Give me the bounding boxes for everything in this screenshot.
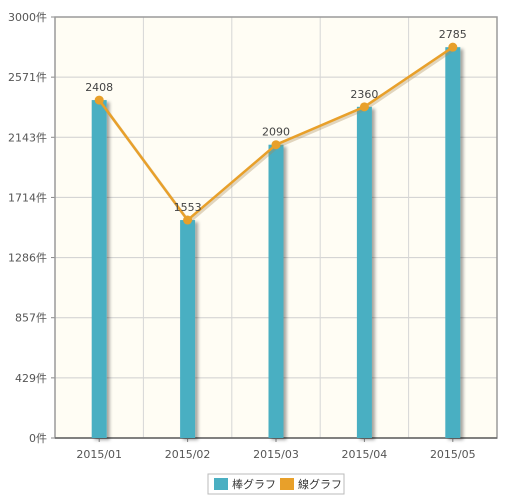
line-point[interactable] [271, 140, 281, 150]
legend-box [207, 473, 345, 495]
x-tick-label: 2015/01 [76, 448, 122, 461]
line-point[interactable] [448, 42, 458, 52]
x-tick-label: 2015/04 [342, 448, 388, 461]
legend-swatch [280, 478, 294, 490]
x-tick-label: 2015/02 [165, 448, 211, 461]
x-tick-label: 2015/05 [430, 448, 476, 461]
y-tick-label: 429件 [15, 372, 47, 385]
y-tick-label: 1714件 [8, 191, 47, 204]
bar[interactable] [180, 220, 196, 438]
bar[interactable] [445, 47, 461, 439]
y-tick-label: 2143件 [8, 131, 47, 144]
y-tick-label: 857件 [15, 312, 47, 325]
line-point[interactable] [183, 215, 193, 225]
data-label: 1553 [174, 201, 202, 214]
legend-label[interactable]: 線グラフ [298, 477, 342, 491]
data-label: 2785 [439, 28, 467, 41]
bar[interactable] [91, 100, 107, 438]
line-point[interactable] [359, 102, 369, 112]
bar[interactable] [356, 106, 372, 439]
legend-swatch [214, 478, 228, 490]
y-tick-label: 0件 [29, 432, 47, 445]
y-tick-label: 1286件 [8, 252, 47, 265]
data-label: 2360 [350, 88, 378, 101]
data-label: 2408 [85, 81, 113, 94]
y-tick-label: 3000件 [8, 11, 47, 24]
bar[interactable] [268, 144, 284, 438]
y-tick-label: 2571件 [8, 71, 47, 84]
x-tick-label: 2015/03 [253, 448, 299, 461]
line-point[interactable] [94, 95, 104, 105]
legend: 棒グラフ 線グラフ [207, 473, 345, 495]
data-label: 2090 [262, 126, 290, 139]
legend-label[interactable]: 棒グラフ [232, 477, 276, 491]
